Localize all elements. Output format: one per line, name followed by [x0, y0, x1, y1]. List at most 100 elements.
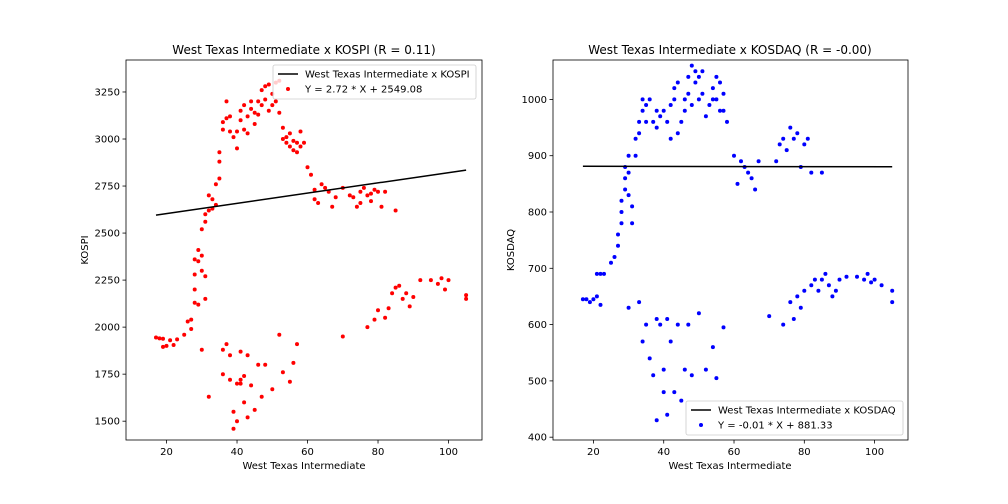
kospi-y-tick-label: 2000	[95, 323, 120, 334]
kospi-point-44	[238, 108, 243, 113]
kospi-point-146	[407, 304, 412, 309]
kospi-point-37	[224, 116, 229, 121]
kosdaq-point-6	[602, 271, 606, 276]
kosdaq-point-48	[686, 74, 691, 79]
kospi-point-23	[199, 227, 204, 232]
kosdaq-point-125	[823, 271, 828, 276]
kospi-axes-frame	[125, 59, 483, 441]
kospi-plot-area	[154, 78, 469, 431]
kospi-x-tick-label: 20	[160, 447, 173, 458]
kosdaq-y-tick-label: 700	[528, 264, 547, 275]
kosdaq-point-73	[746, 170, 751, 175]
kosdaq-point-138	[890, 300, 895, 305]
kospi-point-30	[213, 182, 218, 187]
kosdaq-point-42	[672, 86, 677, 91]
kospi-point-22	[203, 296, 208, 301]
kosdaq-point-17	[623, 176, 628, 181]
kosdaq-point-20	[626, 170, 631, 175]
kospi-point-13	[192, 287, 197, 292]
kospi-point-71	[284, 140, 289, 145]
kospi-point-108	[242, 400, 247, 405]
kospi-point-83	[312, 187, 317, 192]
kosdaq-point-66	[721, 91, 726, 96]
kosdaq-point-71	[739, 159, 743, 164]
kospi-point-16	[196, 259, 201, 264]
kospi-point-21	[203, 274, 208, 279]
kospi-point-4	[168, 338, 173, 343]
kospi-point-113	[252, 407, 257, 412]
kospi-point-85	[316, 201, 321, 205]
kospi-point-126	[270, 387, 275, 392]
kospi-point-19	[199, 268, 204, 273]
kosdaq-point-77	[774, 159, 779, 164]
kosdaq-point-113	[626, 305, 631, 310]
kospi-point-36	[220, 120, 225, 125]
kospi-x-tick-label: 80	[372, 447, 385, 458]
kospi-y-tick-label: 2750	[95, 182, 120, 193]
kosdaq-point-135	[872, 277, 877, 282]
kosdaq-point-114	[767, 314, 772, 319]
kospi-point-127	[277, 332, 282, 337]
kospi-point-153	[446, 278, 451, 283]
kospi-point-141	[390, 291, 395, 296]
kospi-point-10	[189, 317, 194, 322]
kospi-point-42	[235, 129, 239, 134]
kosdaq-point-112	[721, 325, 726, 330]
kospi-point-65	[273, 99, 278, 104]
kosdaq-point-45	[679, 119, 684, 124]
kosdaq-point-93	[651, 373, 656, 378]
kospi-point-147	[411, 295, 416, 299]
kosdaq-point-32	[647, 97, 652, 102]
kospi-point-80	[302, 140, 306, 145]
kosdaq-chart-title: West Texas Intermediate x KOSDAQ (R = -0…	[588, 43, 871, 57]
kosdaq-point-53	[693, 69, 698, 74]
kospi-point-69	[280, 125, 285, 130]
kospi-y-tick-label: 3250	[95, 87, 120, 98]
kosdaq-point-110	[710, 345, 715, 350]
kosdaq-y-tick-label: 400	[528, 433, 547, 444]
kosdaq-point-10	[612, 255, 617, 259]
kospi-point-94	[354, 204, 359, 209]
kosdaq-point-88	[819, 170, 824, 175]
kosdaq-point-132	[862, 277, 867, 282]
kospi-point-130	[291, 360, 296, 365]
kospi-point-89	[330, 204, 335, 209]
kospi-point-87	[323, 185, 328, 190]
kospi-x-tick-label: 60	[301, 447, 314, 458]
kosdaq-axes-frame	[552, 59, 909, 441]
kospi-point-109	[242, 374, 247, 378]
kospi-point-57	[259, 88, 264, 93]
kospi-point-102	[376, 189, 380, 194]
kospi-point-56	[259, 103, 264, 108]
kospi-point-107	[238, 377, 243, 382]
kospi-point-115	[220, 347, 225, 352]
kosdaq-point-134	[869, 280, 874, 285]
kospi-y-tick-label: 3000	[95, 135, 120, 146]
kosdaq-y-axis-label: KOSDAQ	[506, 229, 517, 271]
kosdaq-point-21	[630, 204, 635, 209]
kospi-point-92	[347, 193, 352, 198]
kosdaq-point-131	[855, 274, 859, 279]
kospi-point-43	[235, 146, 239, 151]
kospi-point-8	[182, 332, 187, 337]
kosdaq-point-23	[626, 153, 631, 158]
kosdaq-point-37	[661, 108, 666, 113]
kospi-point-41	[231, 135, 236, 140]
kospi-point-123	[238, 381, 243, 386]
kosdaq-point-22	[630, 221, 635, 226]
kosdaq-point-29	[640, 97, 645, 102]
kospi-point-110	[245, 415, 250, 420]
kospi-point-133	[206, 394, 211, 399]
kospi-point-112	[249, 383, 254, 388]
kospi-point-50	[249, 106, 254, 111]
kosdaq-point-19	[626, 193, 631, 198]
kosdaq-point-61	[710, 86, 715, 91]
kospi-point-151	[439, 276, 444, 281]
kospi-legend-series-label: Y = 2.72 * X + 2549.08	[304, 85, 422, 96]
kosdaq-point-79	[781, 136, 786, 141]
kospi-point-63	[270, 103, 275, 108]
kosdaq-point-46	[682, 97, 687, 102]
kosdaq-x-tick-label: 100	[865, 447, 884, 458]
kospi-point-95	[358, 189, 363, 194]
